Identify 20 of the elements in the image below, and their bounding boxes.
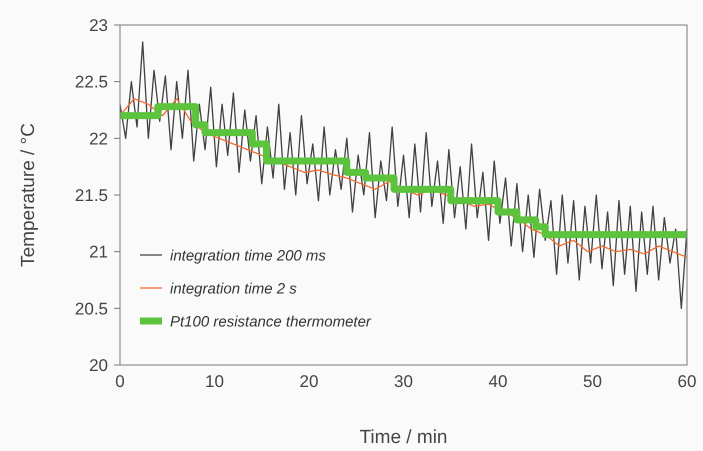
- x-tick-label: 60: [678, 372, 696, 391]
- x-tick-label: 20: [300, 372, 318, 391]
- y-tick-label: 20.5: [74, 299, 108, 318]
- x-tick-label: 0: [115, 372, 125, 391]
- x-axis-title: Time / min: [360, 427, 448, 448]
- y-tick-label: 22: [89, 129, 108, 148]
- y-tick-label: 21.5: [74, 186, 108, 205]
- x-tick-label: 30: [394, 372, 413, 391]
- line-series: [119, 41, 688, 309]
- x-tick-label: 10: [205, 372, 224, 391]
- legend-label: integration time 2 s: [170, 280, 298, 298]
- y-tick-label: 22.5: [74, 72, 108, 92]
- legend-label: integration time 200 ms: [170, 247, 326, 264]
- x-tick-label: 40: [488, 372, 508, 391]
- y-tick-label: 21: [89, 242, 108, 262]
- legend-label: Pt100 resistance thermometer: [170, 313, 372, 330]
- y-tick-label: 20: [89, 356, 108, 375]
- y-tick-label: 23: [89, 16, 108, 35]
- x-tick-label: 50: [583, 372, 602, 391]
- y-axis-title: Temperature / °C: [18, 123, 39, 267]
